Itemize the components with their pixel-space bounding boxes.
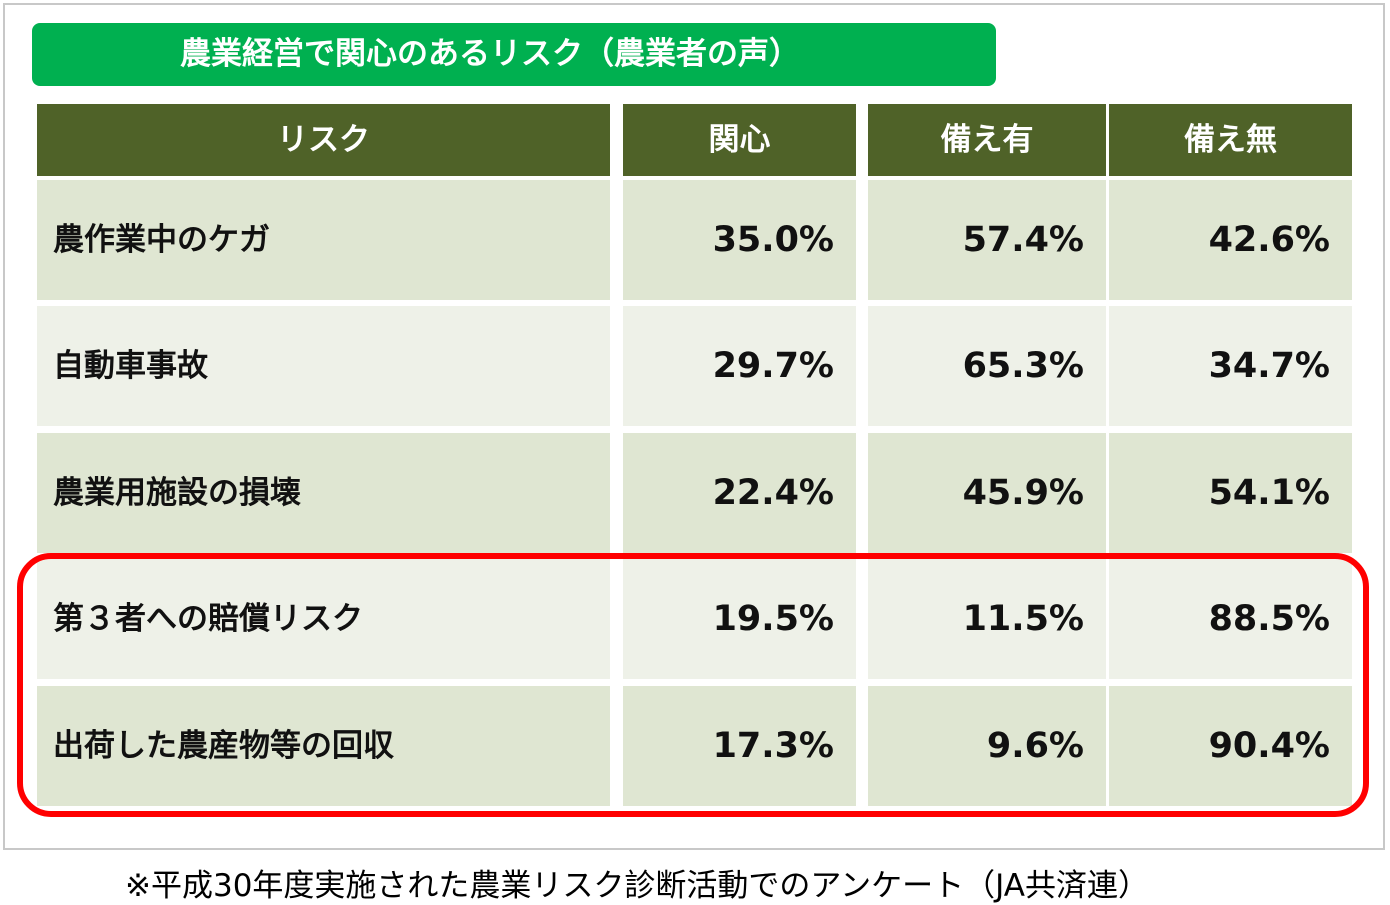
row-label: 出荷した農産物等の回収 [37,686,610,806]
header-prepared: 備え有 [868,104,1106,176]
row-label: 農作業中のケガ [37,180,610,300]
cell-prepared: 45.9% [868,433,1106,553]
cell-concern: 19.5% [623,559,856,679]
cell-prepared: 65.3% [868,306,1106,426]
cell-unprepared: 54.1% [1109,433,1352,553]
cell-prepared: 11.5% [868,559,1106,679]
cell-concern: 17.3% [623,686,856,806]
cell-concern: 22.4% [623,433,856,553]
cell-concern: 35.0% [623,180,856,300]
row-label: 自動車事故 [37,306,610,426]
chart-title: 農業経営で関心のあるリスク（農業者の声） [32,23,996,86]
cell-unprepared: 88.5% [1109,559,1352,679]
cell-unprepared: 90.4% [1109,686,1352,806]
header-risk: リスク [37,104,610,176]
cell-unprepared: 42.6% [1109,180,1352,300]
cell-prepared: 57.4% [868,180,1106,300]
footnote: ※平成30年度実施された農業リスク診断活動でのアンケート（JA共済連） [125,868,1149,904]
cell-unprepared: 34.7% [1109,306,1352,426]
header-concern: 関心 [623,104,856,176]
header-unprepared: 備え無 [1109,104,1352,176]
row-label: 第３者への賠償リスク [37,559,610,679]
row-label: 農業用施設の損壊 [37,433,610,553]
cell-prepared: 9.6% [868,686,1106,806]
cell-concern: 29.7% [623,306,856,426]
